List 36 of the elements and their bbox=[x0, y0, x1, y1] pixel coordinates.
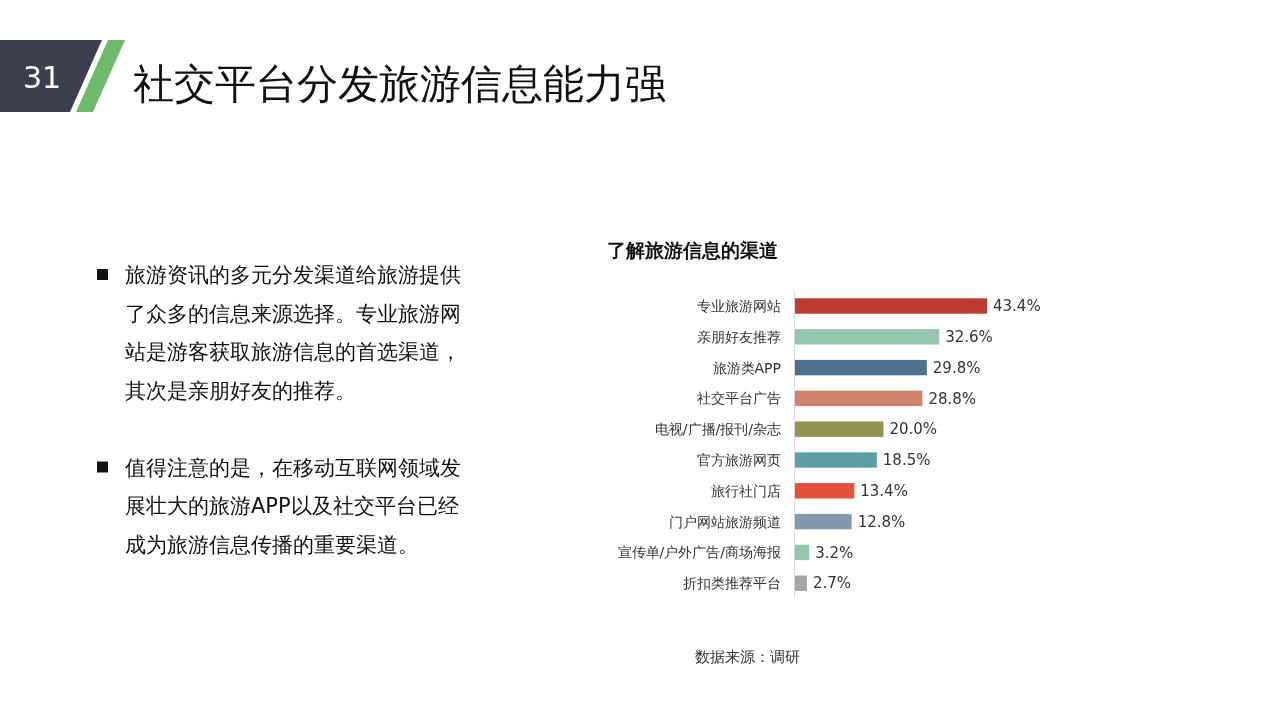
y-tick-label: 旅行社门店 bbox=[711, 482, 781, 499]
data-label: 3.2% bbox=[815, 543, 854, 562]
y-tick-label: 旅游类APP bbox=[712, 359, 781, 376]
bar bbox=[795, 359, 927, 376]
bar bbox=[795, 483, 855, 499]
text: 31 bbox=[22, 59, 62, 95]
source-note: 数据来源：调研 bbox=[695, 648, 800, 667]
y-tick-label: 官方旅游网页 bbox=[697, 451, 781, 468]
text: 社交平台分发旅游信息能力强 bbox=[133, 60, 666, 109]
text: 值得注意的是，在移动互联网领域发展壮大的旅游APP以及社交平台已经成为旅游信息传播的重要渠道。 bbox=[125, 455, 461, 557]
data-label: 13.4% bbox=[860, 482, 908, 501]
data-label: 18.5% bbox=[882, 451, 931, 470]
bar bbox=[795, 452, 877, 468]
data-label: 20.0% bbox=[889, 420, 938, 439]
data-label: 28.8% bbox=[928, 389, 977, 408]
bar bbox=[795, 329, 940, 345]
y-tick-label: 专业旅游网站 bbox=[697, 297, 781, 314]
y-tick-label: 社交平台广告 bbox=[697, 390, 781, 407]
y-tick-label: 门户网站旅游频道 bbox=[669, 513, 781, 530]
bar bbox=[795, 421, 884, 437]
y-tick-label: 折扣类推荐平台 bbox=[683, 575, 781, 592]
y-tick-label: 宣传单/户外广告/商场海报 bbox=[617, 544, 781, 561]
data-label: 2.7% bbox=[812, 574, 852, 593]
bar bbox=[795, 298, 987, 314]
data-label: 43.4% bbox=[993, 297, 1041, 316]
data-label: 32.6% bbox=[945, 328, 993, 347]
bar bbox=[795, 544, 810, 561]
data-label: 29.8% bbox=[932, 358, 981, 377]
y-tick-label: 电视/广播/报刊/杂志 bbox=[654, 421, 781, 438]
data-label: 12.8% bbox=[857, 512, 906, 531]
bar bbox=[795, 513, 852, 530]
bar bbox=[795, 390, 923, 407]
bar bbox=[795, 575, 807, 591]
chart-title: 了解旅游信息的渠道 bbox=[607, 238, 778, 261]
y-tick-label: 亲朋好友推荐 bbox=[697, 328, 781, 345]
text: 旅游资讯的多元分发渠道给旅游提供了众多的信息来源选择。专业旅游网站是游客获取旅游信息的首选渠道，其次是亲朋好友的推荐。 bbox=[125, 263, 461, 403]
